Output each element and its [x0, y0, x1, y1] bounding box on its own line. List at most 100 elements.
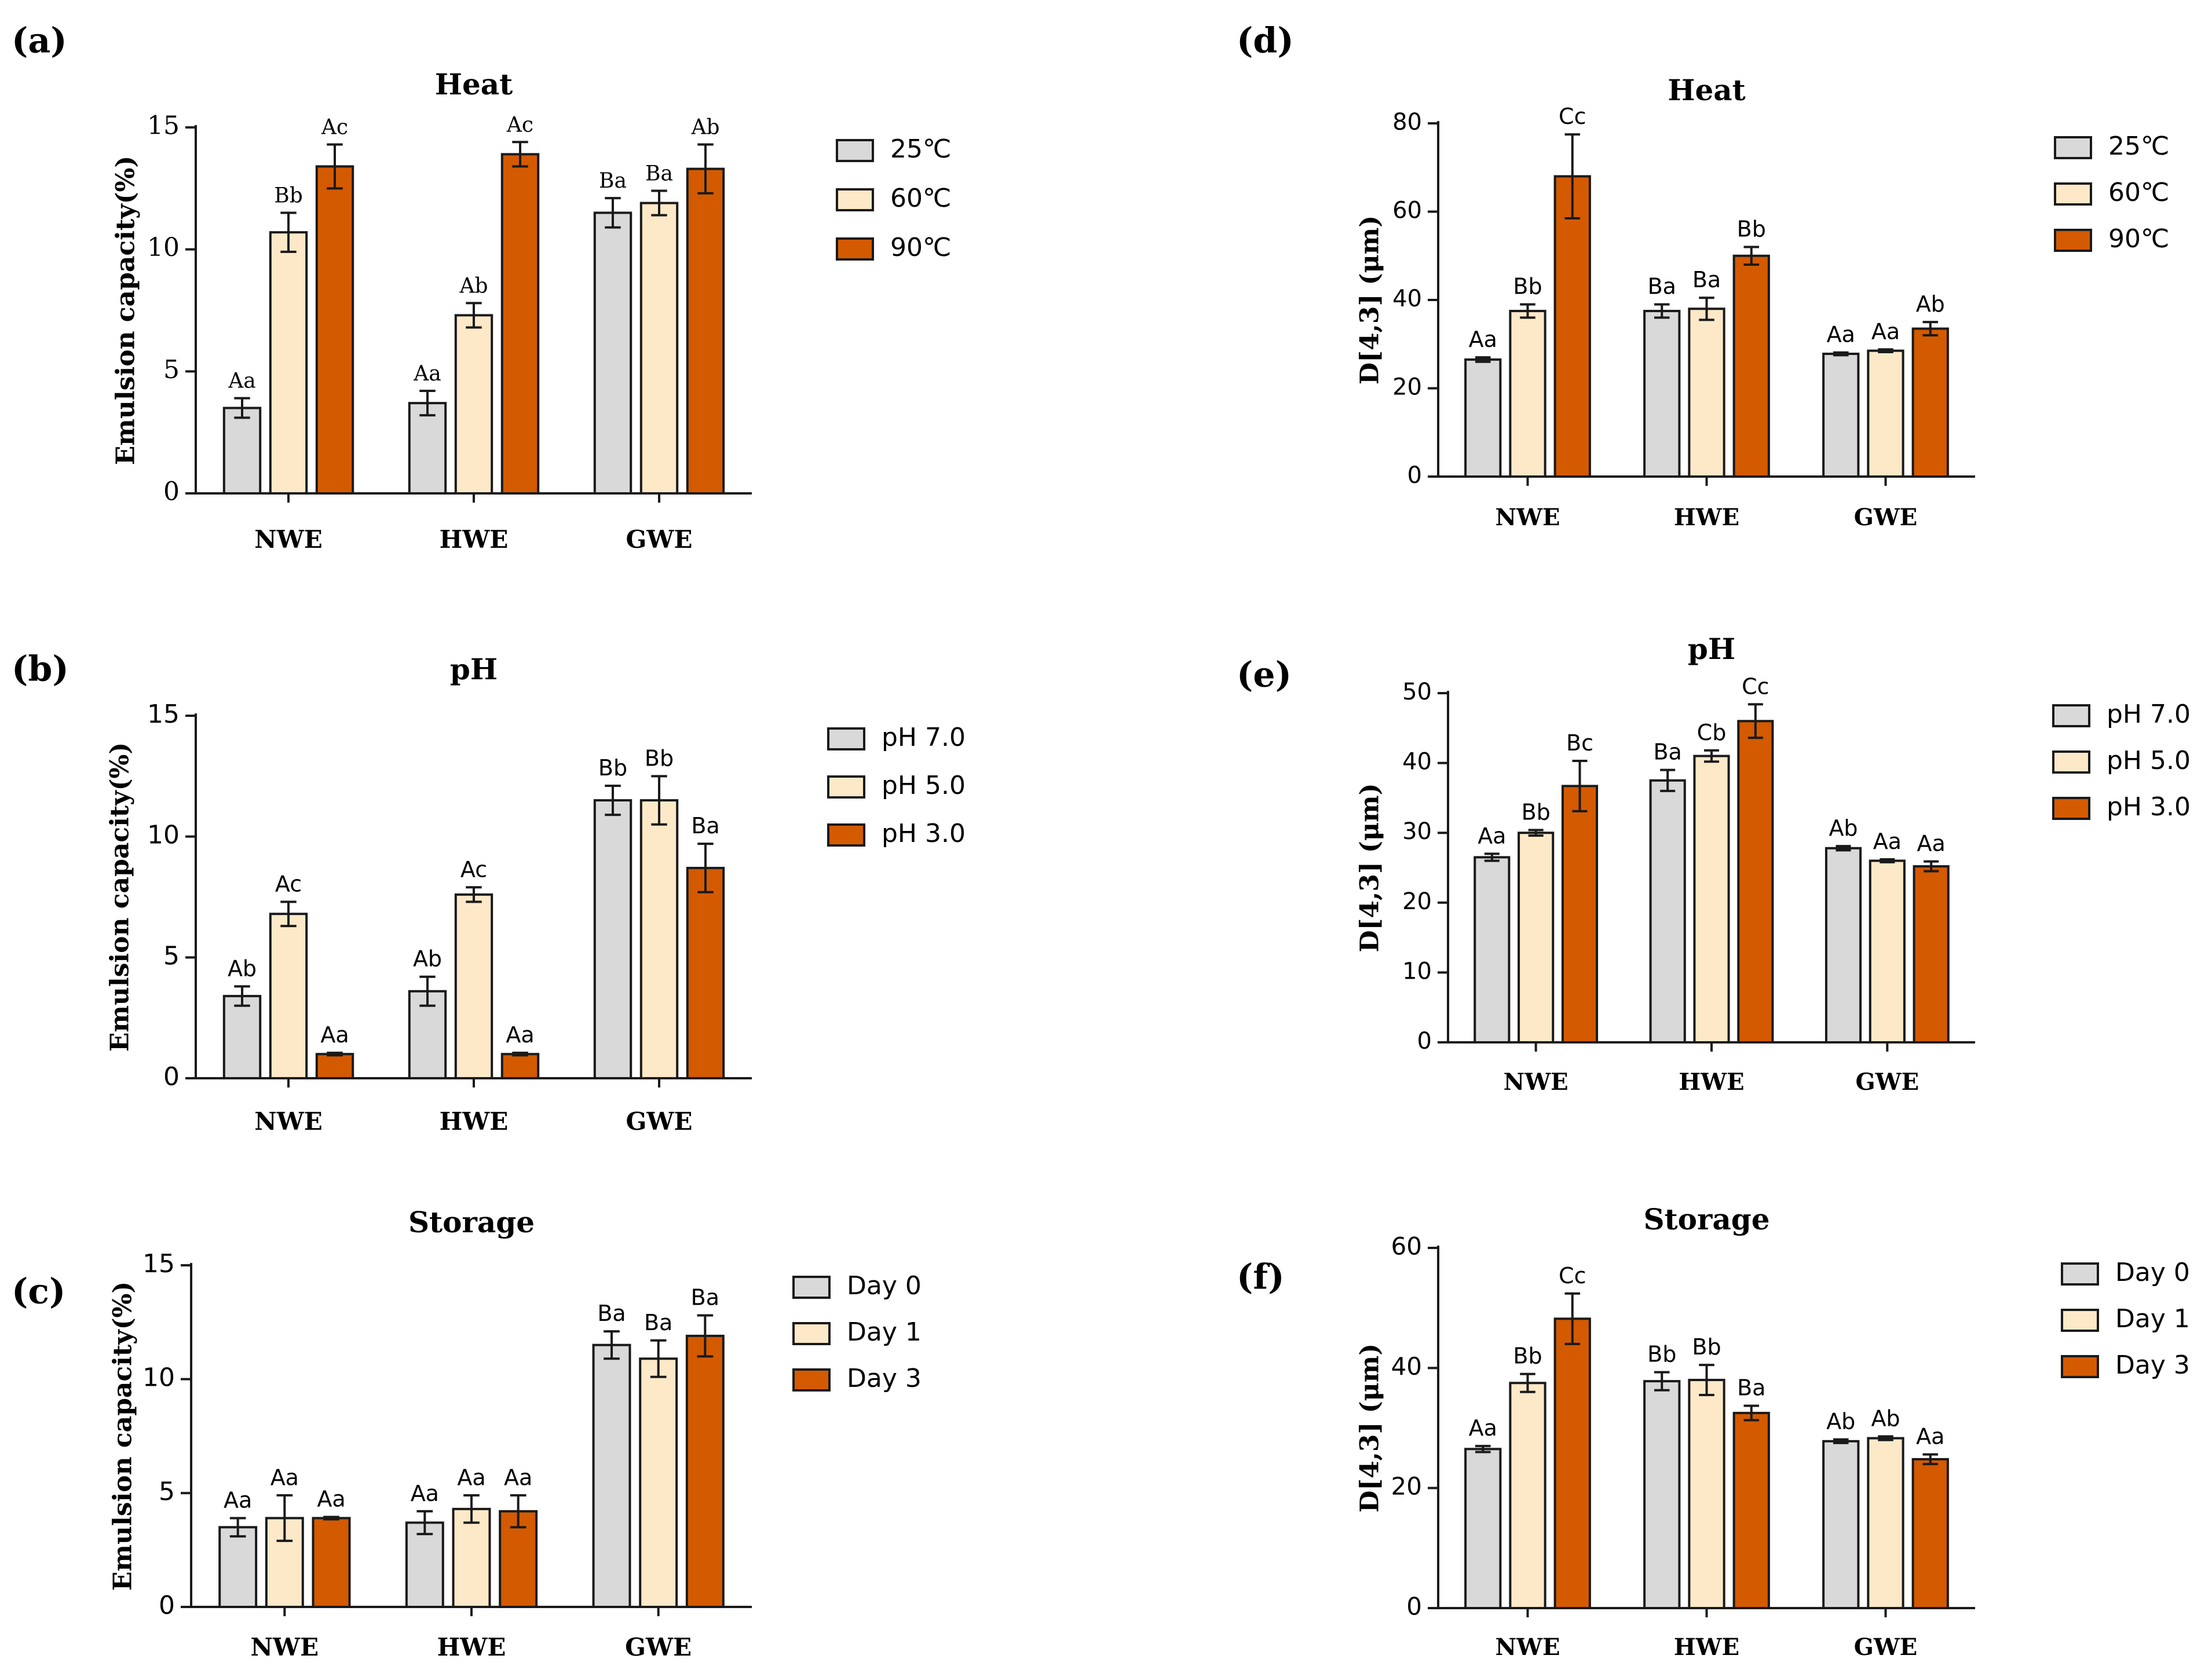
bar-gwe-s0 — [1825, 847, 1862, 1044]
data-label: Aa — [228, 369, 255, 393]
bar-nwe-s2 — [1561, 785, 1599, 1043]
bar-nwe-s0 — [1464, 1448, 1502, 1610]
y-tick-label: 5 — [163, 355, 180, 385]
bar-gwe-s1 — [639, 1357, 678, 1608]
legend-swatch — [2054, 229, 2092, 252]
bar-hwe-s1 — [1693, 755, 1730, 1044]
chart-title: Heat — [435, 67, 513, 101]
data-label: Ba — [599, 169, 627, 193]
data-label: Aa — [413, 362, 441, 386]
data-label: Ac — [275, 871, 302, 896]
bar-gwe-s1 — [639, 202, 679, 495]
chart-panel-e: (e) pH D[4,3] (μm) 0 10 20 30 40 50 NWE Aa Bb Bc HWE B… — [1237, 632, 2191, 1096]
data-label: Ab — [1916, 291, 1945, 317]
bar-gwe-s1 — [639, 799, 679, 1079]
legend-label: Day 0 — [847, 1271, 922, 1301]
legend-swatch — [836, 139, 874, 162]
bar-nwe-s2 — [315, 165, 354, 495]
legend-swatch — [2054, 136, 2092, 159]
y-tick-label: 15 — [147, 700, 180, 729]
data-label: Bb — [1513, 1343, 1542, 1369]
bar-gwe-s0 — [592, 1343, 631, 1609]
legend-swatch — [836, 237, 874, 261]
bar-gwe-s2 — [1911, 327, 1949, 478]
legend-swatch — [836, 188, 874, 211]
data-label: Ab — [1871, 1406, 1900, 1431]
data-label: Aa — [1916, 1424, 1944, 1449]
legend-swatch — [2052, 704, 2090, 727]
chart-title: pH — [450, 652, 498, 686]
legend-swatch — [2054, 182, 2092, 206]
legend-swatch — [2061, 1262, 2099, 1286]
data-label: Ab — [413, 946, 442, 972]
data-label: Ba — [1648, 274, 1676, 299]
bar-gwe-s1 — [1869, 859, 1906, 1043]
data-label: Ac — [321, 115, 348, 139]
data-label: Bb — [1647, 1342, 1676, 1367]
y-tick-label: 5 — [163, 941, 180, 971]
bar-gwe-s1 — [1867, 1437, 1904, 1609]
bar-hwe-s0 — [1649, 779, 1686, 1043]
bar-gwe-s2 — [1911, 1458, 1949, 1610]
y-tick-label: 0 — [1407, 462, 1422, 489]
bar-nwe-s0 — [218, 1526, 258, 1608]
y-axis-label: Emulsion capacity(%) — [105, 742, 135, 1052]
bar-hwe-s0 — [408, 402, 447, 495]
data-label: Aa — [1478, 823, 1506, 848]
bar-nwe-s1 — [1518, 832, 1555, 1043]
data-label: Ba — [1692, 267, 1721, 292]
x-tick-label-nwe: NWE — [254, 525, 323, 554]
data-label: Cc — [1559, 1263, 1586, 1288]
bar-gwe-s1 — [1867, 349, 1904, 478]
legend-swatch — [827, 727, 865, 750]
panel-label: (a) — [12, 21, 67, 61]
chart-title: Storage — [1643, 1202, 1769, 1236]
data-label: Aa — [317, 1486, 345, 1512]
y-tick-label: 5 — [159, 1477, 175, 1506]
legend-label: pH 5.0 — [882, 771, 966, 800]
bar-nwe-s0 — [222, 995, 262, 1080]
y-tick-label: 40 — [1402, 749, 1432, 775]
y-tick-label: 15 — [147, 111, 180, 141]
bar-gwe-s0 — [593, 211, 632, 495]
x-tick-label-gwe: GWE — [625, 1633, 692, 1661]
chart-title: Storage — [408, 1205, 535, 1239]
legend-label: 90℃ — [890, 233, 951, 262]
data-label: Bb — [1737, 217, 1766, 242]
bar-hwe-s1 — [454, 314, 493, 495]
legend-label: 60℃ — [890, 184, 951, 213]
data-label: Aa — [1469, 327, 1497, 352]
data-label: Ba — [1737, 1375, 1765, 1401]
bar-nwe-s1 — [269, 913, 308, 1080]
y-axis-label: D[4,3] (μm) — [1355, 1343, 1385, 1513]
bar-gwe-s2 — [685, 1334, 725, 1609]
data-label: Bb — [1522, 799, 1551, 825]
panel-label: (d) — [1237, 21, 1294, 61]
data-label: Cb — [1697, 720, 1727, 745]
bar-hwe-s2 — [1732, 254, 1770, 478]
data-label: Ba — [597, 1301, 626, 1326]
y-tick-label: 20 — [1392, 374, 1422, 401]
data-label: Aa — [1873, 829, 1902, 854]
y-tick-label: 80 — [1392, 109, 1422, 136]
legend-label: Day 3 — [847, 1364, 922, 1393]
legend-swatch — [792, 1276, 831, 1299]
bar-nwe-s2 — [312, 1517, 351, 1609]
data-label: Ba — [645, 162, 673, 186]
bar-hwe-s0 — [1643, 1380, 1681, 1609]
legend-label: pH 5.0 — [2107, 746, 2191, 775]
data-label: Aa — [270, 1464, 299, 1490]
data-label: Cc — [1559, 104, 1586, 129]
legend-label: Day 3 — [2115, 1350, 2190, 1380]
y-tick-label: 10 — [147, 233, 180, 262]
data-label: Aa — [411, 1481, 439, 1506]
y-tick-label: 40 — [1392, 285, 1422, 312]
y-tick-label: 10 — [147, 821, 180, 850]
data-label: Aa — [506, 1022, 534, 1048]
x-tick-label-hwe: HWE — [437, 1633, 506, 1661]
panel-label: (b) — [12, 649, 69, 690]
chart-panel-a: (a) Heat Emulsion capacity(%) 0 5 10 15 NWE Aa Bb… — [12, 21, 951, 554]
chart-title: Heat — [1668, 73, 1746, 107]
bar-hwe-s1 — [1688, 1379, 1725, 1609]
